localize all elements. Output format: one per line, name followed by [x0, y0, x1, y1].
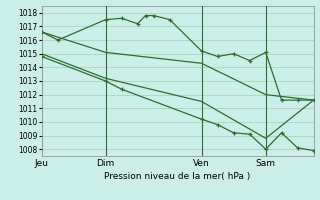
X-axis label: Pression niveau de la mer( hPa ): Pression niveau de la mer( hPa ) — [104, 172, 251, 181]
